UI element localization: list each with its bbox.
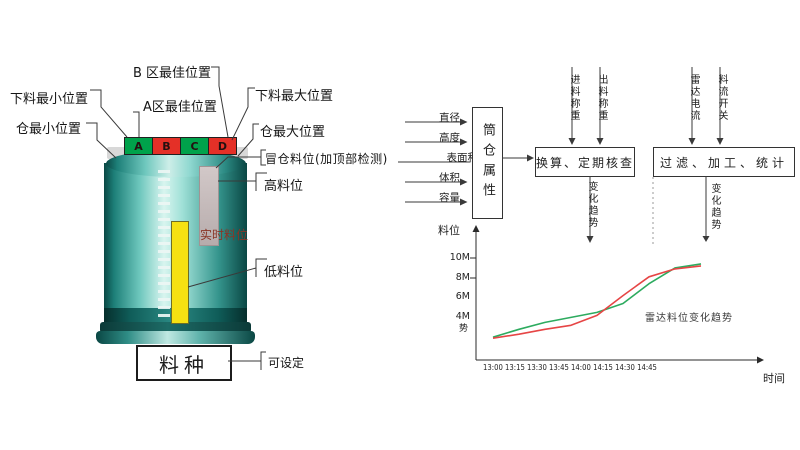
flow-switch-label: 料流开关	[716, 74, 727, 122]
input-volume: 体积	[439, 172, 460, 184]
chart-y-axis-title: 料位	[438, 224, 460, 237]
realtime-level-label: 实时料位	[200, 228, 249, 242]
radar-current-label: 雷达电流	[688, 74, 699, 122]
high-level-bar	[199, 166, 219, 246]
label-low-level: 低料位	[264, 265, 304, 280]
ytick-6m: 6M	[455, 291, 470, 302]
label-bin-max: 仓最大位置	[260, 125, 326, 140]
tank-base-lower	[96, 331, 255, 344]
input-surface: 表面积	[446, 152, 479, 164]
arrow-heads	[460, 118, 724, 243]
ytick-4m: 4M	[455, 311, 470, 322]
label-overflow: 冒仓料位(加顶部检测)	[265, 152, 388, 166]
label-feed-max: 下料最大位置	[255, 89, 334, 104]
silo-properties-label: 筒仓属性	[480, 123, 495, 203]
input-diameter: 直径	[439, 112, 460, 124]
weigh-in-label: 进料称重	[568, 74, 579, 122]
zone-d: D	[208, 137, 237, 155]
chart-axes	[470, 231, 757, 361]
realtime-level-bar	[171, 221, 189, 324]
conversion-box: 换算、定期核查	[535, 147, 635, 177]
label-bin-min: 仓最小位置	[16, 122, 82, 137]
label-settable: 可设定	[268, 356, 305, 370]
chart-annotation: 雷达料位变化趋势	[645, 313, 733, 324]
filter-box: 过滤、加工、统计	[653, 147, 795, 177]
trend-left-label: 变化趋势	[586, 181, 597, 229]
label-zone-b-best: B 区最佳位置	[133, 66, 212, 81]
flow-lines	[398, 67, 721, 246]
input-height: 高度	[439, 132, 460, 144]
silo-properties-box: 筒仓属性	[472, 107, 503, 219]
label-high-level: 高料位	[264, 179, 304, 194]
tank-base-upper	[100, 322, 251, 333]
y-extra-label: 势	[458, 324, 468, 334]
zone-indicator-row: A B C D	[124, 137, 237, 155]
label-feed-min: 下料最小位置	[10, 92, 89, 107]
chart-series-red-line	[492, 265, 702, 339]
ytick-10m: 10M	[449, 252, 470, 263]
level-ruler	[158, 170, 170, 318]
ytick-8m: 8M	[455, 272, 470, 283]
trend-right-label: 变化趋势	[709, 183, 720, 231]
material-type-box: 料种	[136, 345, 232, 381]
label-zone-a-best: A区最佳位置	[143, 100, 217, 115]
weigh-out-label: 出料称重	[596, 74, 607, 122]
leader-lines	[86, 66, 267, 370]
chart-series-green-line	[492, 263, 702, 338]
input-capacity: 容量	[439, 192, 460, 204]
chart-x-axis-title: 时间	[763, 372, 785, 385]
chart-x-labels: 13:00 13:15 13:30 13:45 14:00 14:15 14:3…	[483, 363, 657, 372]
chart-axis-arrowheads	[472, 225, 764, 364]
